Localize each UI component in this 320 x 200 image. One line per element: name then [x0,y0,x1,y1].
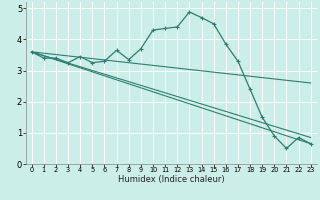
X-axis label: Humidex (Indice chaleur): Humidex (Indice chaleur) [118,175,225,184]
